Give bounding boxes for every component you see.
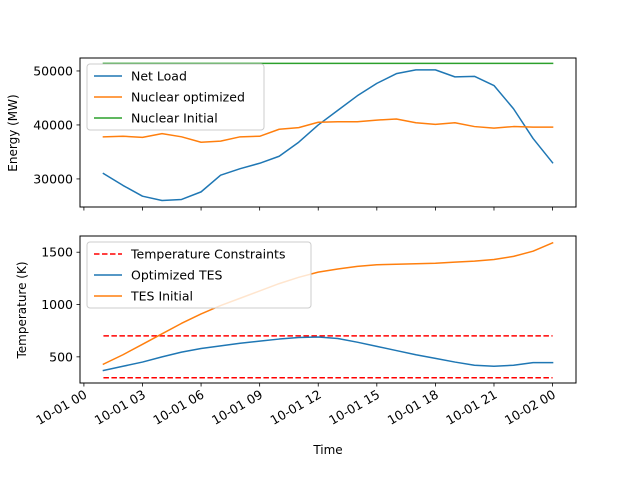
y-tick-label: 500: [49, 349, 73, 364]
temperature-legend-box: [86, 241, 312, 309]
y-tick-label: 40000: [33, 117, 73, 132]
y-tick-label: 1000: [41, 297, 73, 312]
temperature-y-ticks: 500 1000 1500: [41, 245, 80, 364]
energy-lines: [102, 62, 554, 202]
energy-y-ticks: 30000 40000 50000: [33, 63, 80, 186]
series-line-nuclear-optimized: [102, 118, 554, 143]
y-tick-label: 50000: [33, 63, 73, 78]
y-tick-label: 1500: [41, 245, 73, 260]
legend-label-optimized-tes: Optimized TES: [131, 268, 222, 283]
temperature-lines: [102, 241, 554, 379]
series-line-optimized-tes: [102, 336, 554, 372]
y-tick-label: 30000: [33, 171, 73, 186]
x-axis-label: Time: [312, 443, 342, 457]
series-line-tes-initial: [102, 241, 554, 366]
energy-axes-frame: [79, 57, 577, 208]
energy-y-axis-label: Energy (MW): [6, 94, 20, 171]
legend-label-nuclear-optimized: Nuclear optimized: [131, 90, 245, 105]
energy-legend-box: [86, 63, 265, 131]
temperature-legend: Temperature Constraints Optimized TES TE…: [86, 241, 312, 309]
legend-label-temperature-constraints: Temperature Constraints: [130, 247, 285, 262]
energy-legend: Net Load Nuclear optimized Nuclear Initi…: [86, 63, 265, 131]
temperature-y-axis-label: Temperature (K): [15, 261, 29, 359]
legend-label-tes-initial: TES Initial: [130, 289, 193, 304]
legend-label-nuclear-initial: Nuclear Initial: [131, 111, 218, 126]
energy-panel: 30000 40000 50000 Energy (MW) Net Load Nuc…: [6, 57, 577, 211]
energy-x-ticks: [83, 207, 553, 211]
legend-label-net-load: Net Load: [131, 69, 187, 84]
temperature-axes-frame: [79, 235, 577, 384]
series-line-net-load: [102, 69, 554, 202]
